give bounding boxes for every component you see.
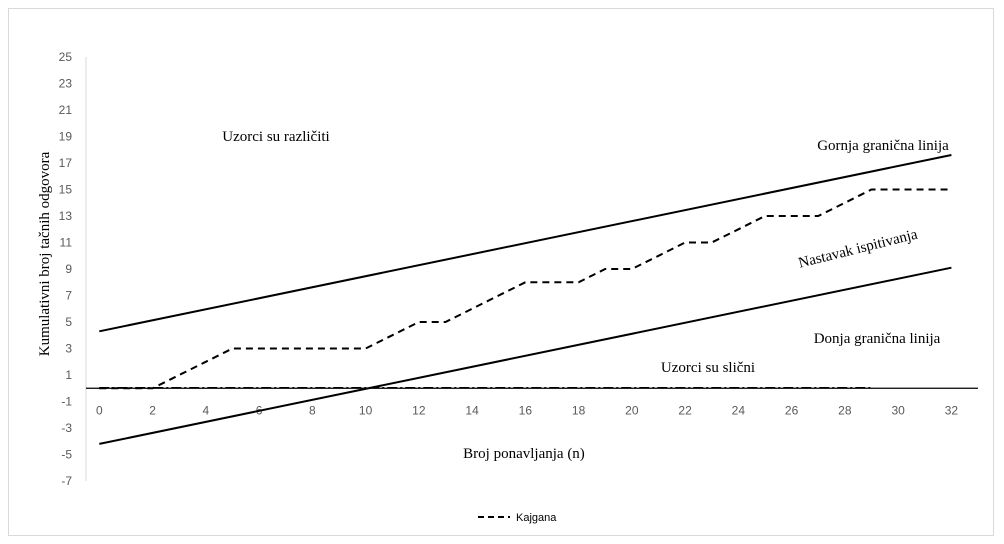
series-group [99,154,952,445]
annotation-upper-region: Uzorci su različiti [222,129,329,145]
x-tick-label: 0 [96,403,103,417]
x-tick-label: 32 [945,403,959,417]
legend-label-kajgana: Kajgana [516,512,557,524]
annotation-lower-region: Uzorci su slični [661,360,755,376]
x-tick-label: 24 [732,403,746,417]
series-kajgana-line [99,188,952,390]
y-tick-label: 15 [59,183,73,197]
annotation-upper-line: Gornja granična linija [817,138,949,154]
x-axis-label: Broj ponavljanja (n) [463,446,585,462]
x-tick-label: 4 [202,403,209,417]
y-tick-label: 3 [65,342,72,356]
y-tick-label: 1 [65,368,72,382]
legend: Kajgana [478,512,557,524]
x-tick-label: 20 [625,403,639,417]
y-tick-label: -7 [61,474,72,488]
series-lower-limit-line [99,266,952,445]
y-tick-label: 7 [65,289,72,303]
y-tick-label: 17 [59,156,73,170]
x-tick-label: 26 [785,403,799,417]
chart-frame [8,8,994,536]
y-tick-label: 5 [65,315,72,329]
y-tick-label: -1 [61,395,72,409]
y-tick-label: -5 [61,448,72,462]
x-tick-labels: 0 2 4 6 8 10 12 14 16 18 20 22 24 26 28 30 32 [96,403,958,417]
y-tick-label: -3 [61,421,72,435]
x-tick-label: 16 [519,403,533,417]
y-tick-label: 21 [59,103,73,117]
y-tick-label: 11 [60,236,73,250]
x-tick-label: 14 [465,403,479,417]
x-tick-label: 12 [412,403,426,417]
x-tick-label: 8 [309,403,316,417]
y-tick-label: 19 [59,130,73,144]
y-tick-label: 13 [59,209,73,223]
y-tick-label: 9 [65,262,72,276]
y-tick-labels: 25 23 21 19 17 15 13 11 9 7 5 3 1 -1 -3 -5 -7 [59,50,73,488]
x-tick-label: 22 [678,403,692,417]
y-tick-label: 23 [59,77,73,91]
series-upper-limit-line [99,154,952,333]
x-tick-label: 18 [572,403,586,417]
x-tick-label: 30 [891,403,905,417]
y-tick-label: 25 [59,50,73,64]
annotation-continue-region: Nastavak ispitivanja [797,227,920,272]
y-axis-label: Kumulativni broj tačnih odgovora [37,151,53,356]
annotation-lower-line: Donja granična linija [814,331,941,347]
x-tick-label: 28 [838,403,852,417]
x-tick-label: 10 [359,403,373,417]
x-tick-label: 2 [149,403,156,417]
